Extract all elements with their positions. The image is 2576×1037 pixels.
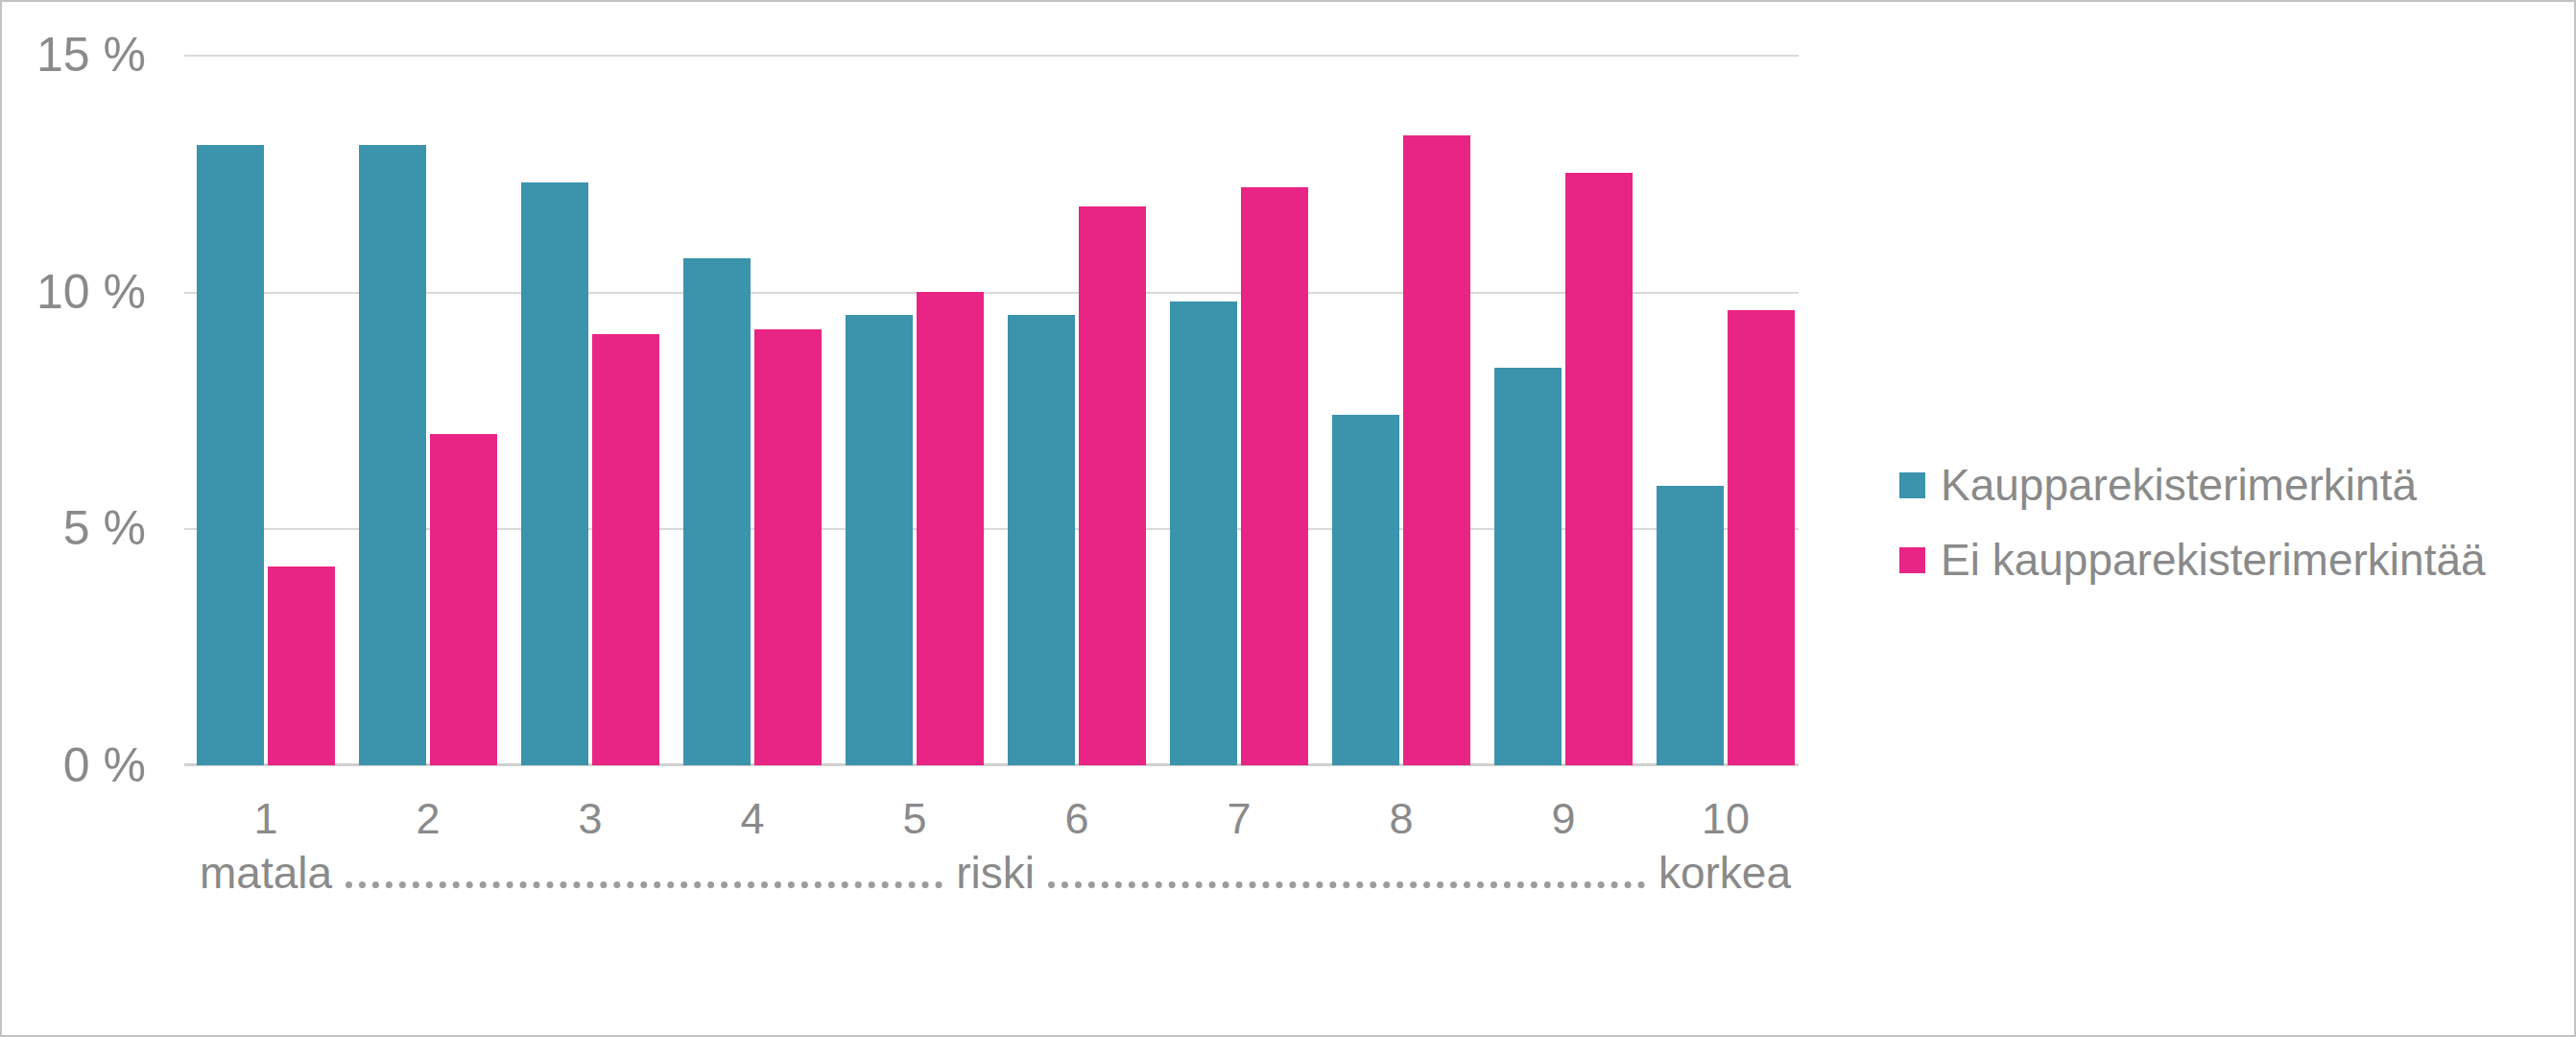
x-axis-annotation: matala riski korkea: [200, 851, 1791, 895]
dotted-leader-right: [1048, 851, 1645, 888]
x-tick-label-4: 4: [685, 797, 820, 841]
y-tick-label-5: 5 %: [2, 504, 146, 552]
x-annotation-high: korkea: [1658, 851, 1791, 895]
bar-ei-kaupparekisterimerkintaa-4: [754, 329, 822, 765]
bar-kaupparekisterimerkinta-9: [1494, 368, 1562, 765]
gridline-10pct: [184, 292, 1799, 294]
bar-kaupparekisterimerkinta-7: [1170, 301, 1237, 765]
bar-ei-kaupparekisterimerkintaa-10: [1728, 310, 1795, 765]
bar-kaupparekisterimerkinta-4: [683, 258, 751, 765]
bar-kaupparekisterimerkinta-3: [521, 182, 588, 765]
plot-area: [184, 55, 1799, 765]
bar-kaupparekisterimerkinta-8: [1332, 415, 1399, 765]
bar-ei-kaupparekisterimerkintaa-5: [917, 292, 984, 765]
bar-ei-kaupparekisterimerkintaa-8: [1403, 135, 1470, 765]
bar-kaupparekisterimerkinta-1: [197, 145, 264, 765]
bar-ei-kaupparekisterimerkintaa-3: [592, 334, 659, 765]
x-tick-label-3: 3: [523, 797, 657, 841]
x-tick-label-8: 8: [1334, 797, 1468, 841]
bar-kaupparekisterimerkinta-2: [359, 145, 426, 765]
bar-ei-kaupparekisterimerkintaa-7: [1241, 187, 1308, 765]
legend-item-kaupparekisterimerkinta: Kaupparekisterimerkintä: [1899, 459, 2486, 511]
x-tick-label-1: 1: [199, 797, 333, 841]
bar-ei-kaupparekisterimerkintaa-1: [268, 567, 335, 765]
bar-kaupparekisterimerkinta-10: [1657, 486, 1724, 765]
legend-label-kaupparekisterimerkinta: Kaupparekisterimerkintä: [1941, 459, 2417, 511]
gridline-15pct: [184, 55, 1799, 57]
x-annotation-middle: riski: [956, 851, 1035, 895]
dotted-leader-left: [346, 851, 942, 888]
y-tick-label-10: 10 %: [2, 268, 146, 316]
bar-ei-kaupparekisterimerkintaa-6: [1079, 206, 1146, 765]
legend: Kaupparekisterimerkintä Ei kaupparekister…: [1899, 459, 2486, 586]
legend-marker-ei-kaupparekisterimerkintaa: [1899, 547, 1925, 573]
x-tick-label-10: 10: [1658, 797, 1793, 841]
legend-marker-kaupparekisterimerkinta: [1899, 472, 1925, 498]
chart-canvas: 15 % 10 % 5 % 0 % 123456789 10 matala riski …: [0, 0, 2576, 1037]
x-tick-label-6: 6: [1010, 797, 1144, 841]
legend-item-ei-kaupparekisterimerkintaa: Ei kaupparekisterimerkintää: [1899, 534, 2486, 586]
bar-kaupparekisterimerkinta-5: [846, 315, 913, 765]
x-annotation-low: matala: [200, 851, 332, 895]
bar-kaupparekisterimerkinta-6: [1008, 315, 1075, 765]
bar-ei-kaupparekisterimerkintaa-2: [430, 434, 497, 765]
y-tick-label-0: 0 %: [2, 741, 146, 789]
x-tick-label-2: 2: [361, 797, 495, 841]
x-tick-label-9: 9: [1496, 797, 1631, 841]
x-tick-label-5: 5: [847, 797, 982, 841]
y-tick-label-15: 15 %: [2, 31, 146, 79]
x-tick-label-7: 7: [1172, 797, 1306, 841]
bar-ei-kaupparekisterimerkintaa-9: [1565, 173, 1633, 765]
legend-label-ei-kaupparekisterimerkintaa: Ei kaupparekisterimerkintää: [1941, 534, 2486, 586]
